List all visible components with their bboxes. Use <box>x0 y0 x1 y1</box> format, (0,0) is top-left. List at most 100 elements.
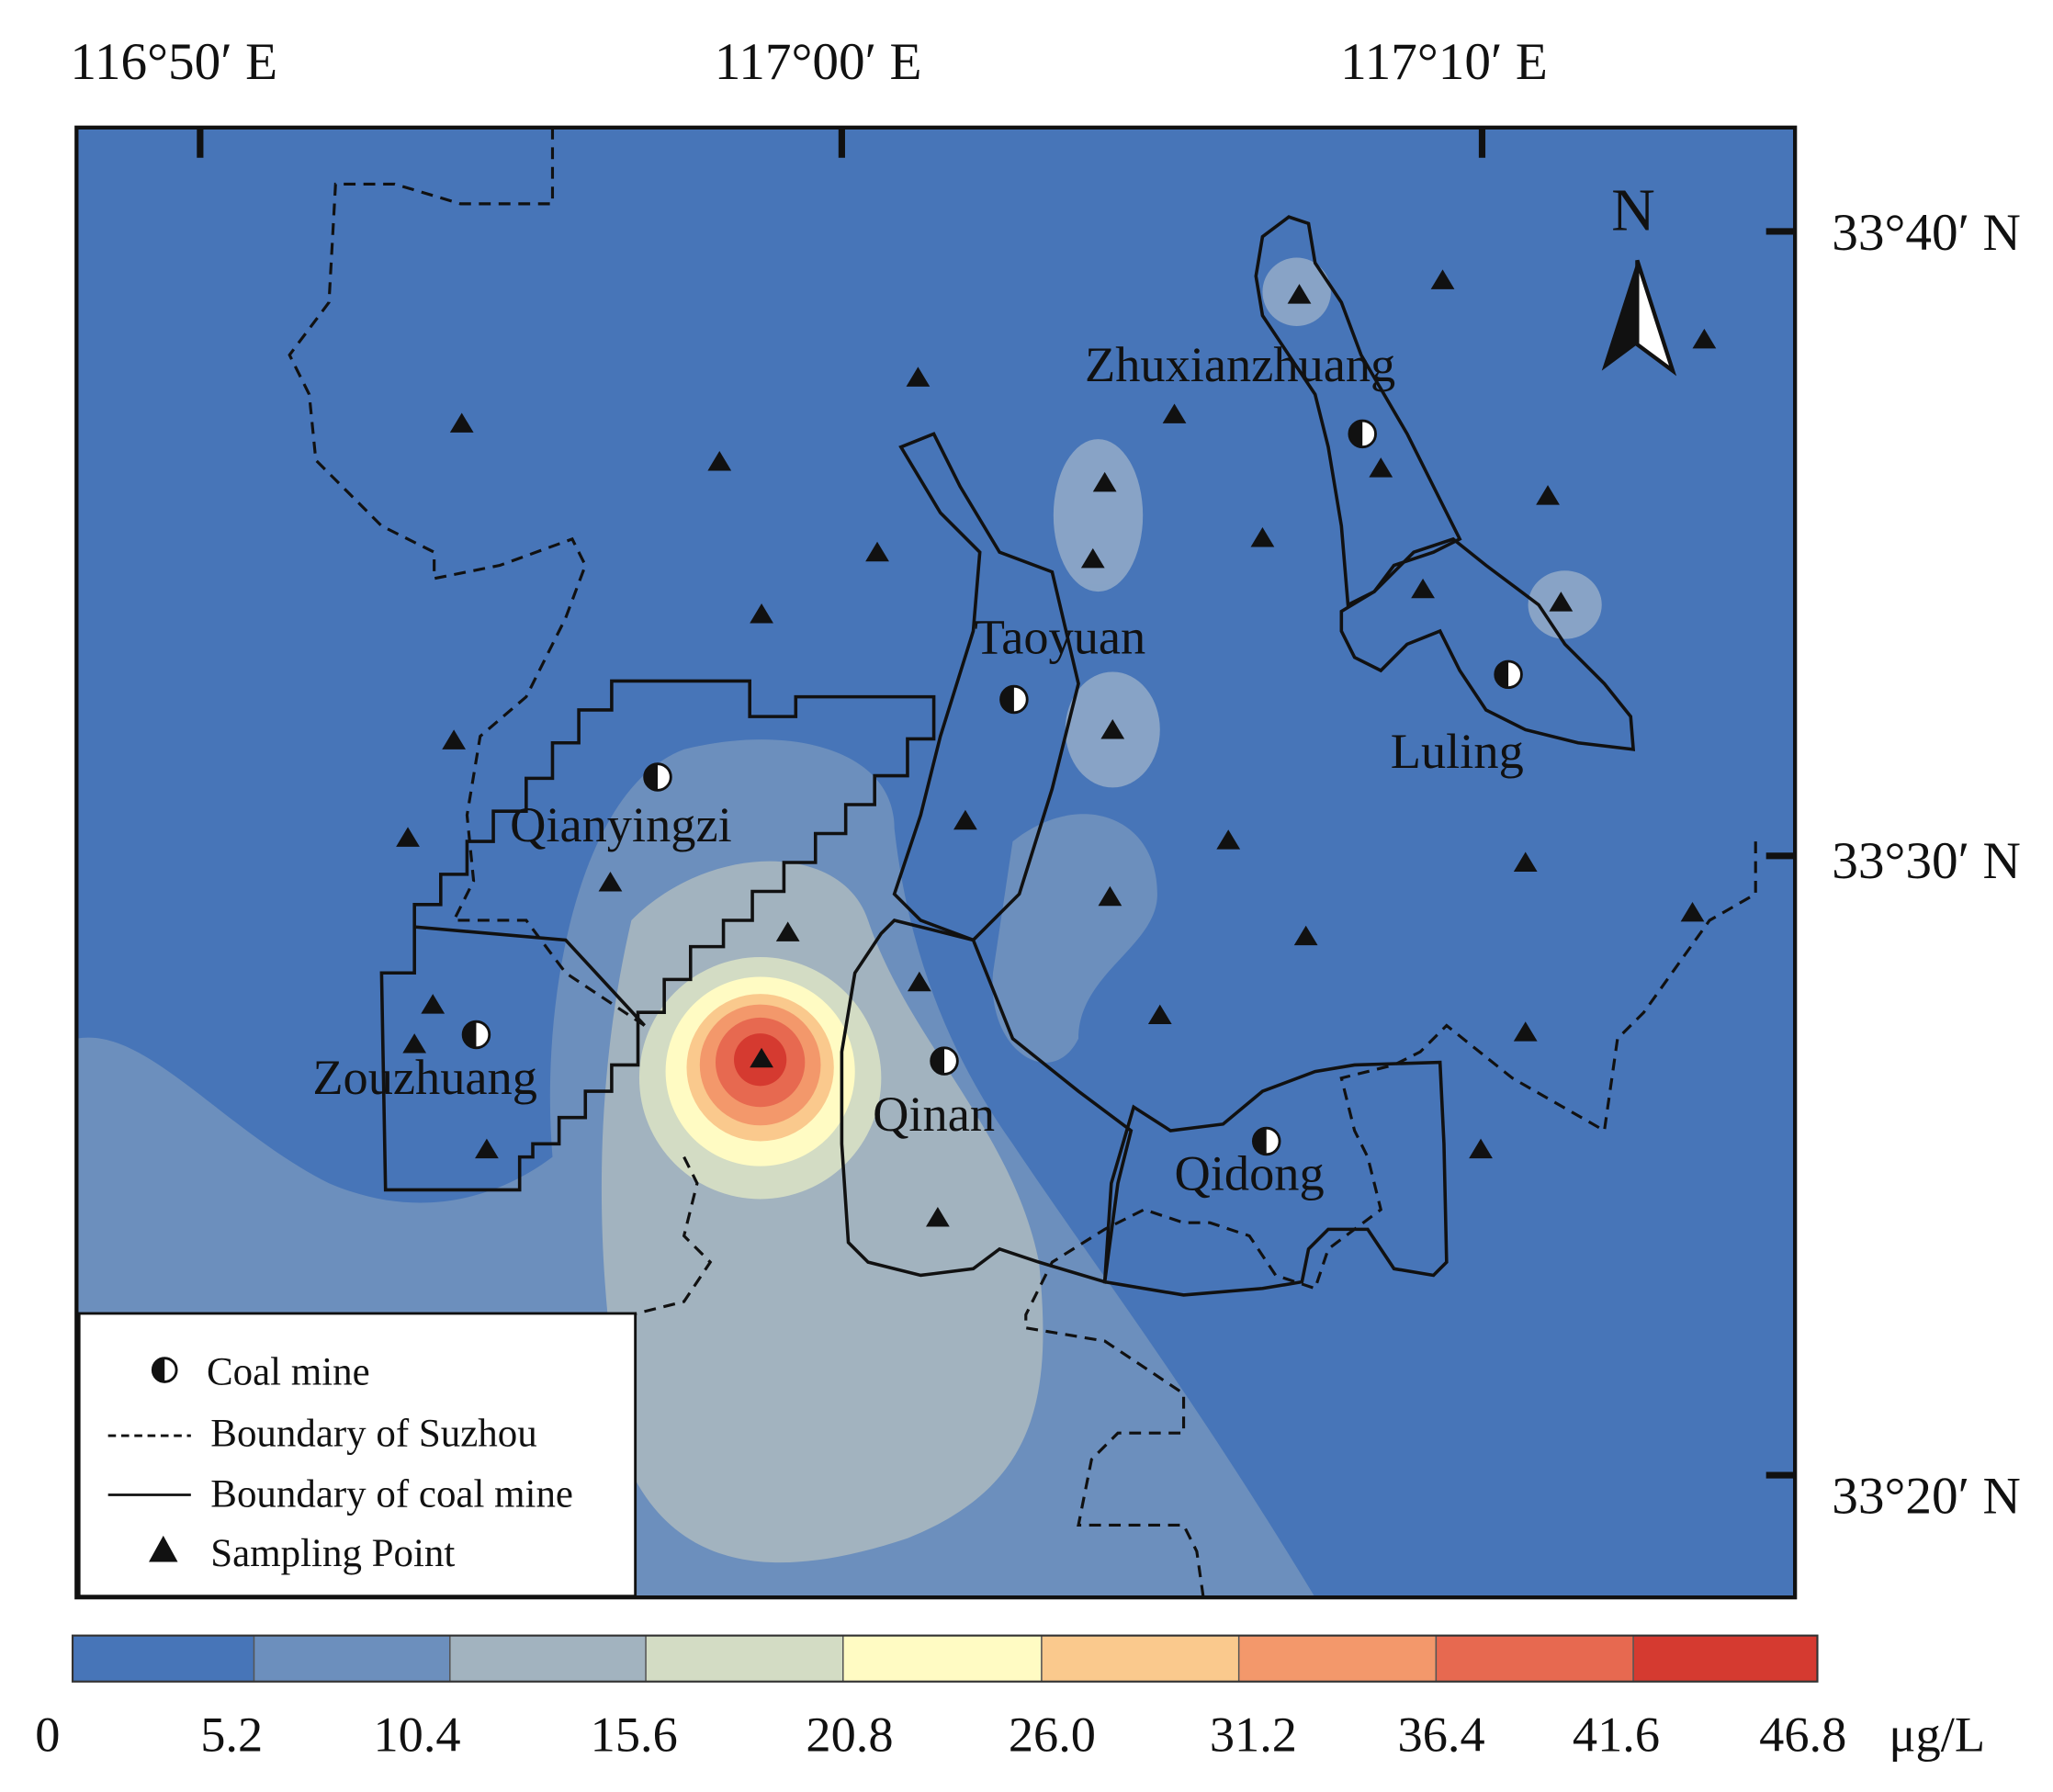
colorbar-unit: μg/L <box>1889 1707 1985 1763</box>
colorbar-segment <box>72 1634 255 1683</box>
sampling-point <box>1469 1138 1493 1159</box>
sampling-point <box>1092 471 1117 492</box>
map-frame <box>74 125 1798 1600</box>
sampling-point <box>1430 269 1455 289</box>
colorbar-tick-2: 10.4 <box>373 1707 460 1763</box>
lon-label-3: 117°10′ E <box>1340 33 1548 91</box>
sampling-point <box>1100 718 1125 739</box>
legend: Coal mine Boundary of Suzhou Boundary of… <box>77 1312 637 1598</box>
sampling-point <box>1536 485 1560 505</box>
mine-boundaries <box>379 215 1636 1297</box>
colorbar-tick-9: 46.8 <box>1759 1707 1846 1763</box>
colorbar-segment <box>253 1634 451 1683</box>
boundary-luling <box>1339 536 1636 751</box>
sampling-point <box>1680 901 1705 922</box>
sampling-points <box>396 269 1717 1227</box>
colorbar-ticks: 0 5.2 10.4 15.6 20.8 26.0 31.2 36.4 41.6… <box>35 1707 1846 1763</box>
sampling-point <box>1369 457 1393 478</box>
sampling-point <box>396 827 420 847</box>
sampling-point <box>475 1138 499 1159</box>
coal-mine-qianyingzi <box>643 762 672 792</box>
sampling-point <box>1162 403 1187 423</box>
label-zhuxianzhuang: Zhuxianzhuang <box>1085 337 1395 392</box>
sampling-point <box>449 412 474 433</box>
label-luling: Luling <box>1391 724 1524 779</box>
colorbar-segment <box>1435 1634 1634 1683</box>
sampling-point <box>750 603 773 624</box>
sampling-point <box>1549 592 1574 612</box>
lat-label-1: 33°40′ N <box>1832 204 2021 262</box>
colorbar-tick-3: 15.6 <box>591 1707 678 1763</box>
colorbar-segment <box>1237 1634 1438 1683</box>
coal-mines <box>461 419 1523 1156</box>
colorbar-outline <box>71 1634 1819 1683</box>
sampling-point <box>775 921 800 941</box>
coal-mine-qinan <box>930 1046 959 1076</box>
colorbar-tick-8: 41.6 <box>1573 1707 1660 1763</box>
sampling-point <box>1293 925 1318 946</box>
colorbar-segment <box>1041 1634 1240 1683</box>
sampling-point <box>1098 885 1122 907</box>
boundary-zhuxianzhuang <box>1254 215 1462 608</box>
sampling-point <box>1513 851 1538 873</box>
colorbar-tick-1: 5.2 <box>200 1707 263 1763</box>
colorbar-tick-4: 20.8 <box>806 1707 893 1763</box>
label-qianyingzi: Qianyingzi <box>510 797 732 852</box>
graticule-ticks <box>197 127 1796 1479</box>
label-qinan: Qinan <box>873 1087 995 1142</box>
class-band-5-10-east <box>992 814 1157 1063</box>
boundary-qianyingzi <box>379 679 936 1192</box>
half-filled-circle-icon <box>151 1357 178 1383</box>
filled-triangle-icon <box>149 1535 178 1562</box>
sampling-point <box>598 872 623 892</box>
coal-mine-zhuxianzhuang <box>1348 419 1377 449</box>
north-arrow-icon: N <box>1601 176 1677 377</box>
legend-mine-boundary: Boundary of coal mine <box>210 1472 573 1516</box>
colorbar: 0 5.2 10.4 15.6 20.8 26.0 31.2 36.4 41.6… <box>35 1634 1985 1763</box>
sampling-point <box>1287 284 1312 304</box>
coal-mine-luling <box>1494 659 1523 690</box>
sampling-point <box>1147 1004 1172 1025</box>
place-labels: Zhuxianzhuang Taoyuan Luling Qianyingzi … <box>312 337 1523 1200</box>
colorbar-segment <box>842 1634 1043 1683</box>
label-qidong: Qidong <box>1175 1145 1325 1200</box>
sampling-point <box>402 1033 427 1054</box>
sampling-point <box>953 809 977 830</box>
boundary-zouzhuang-split <box>414 925 646 1027</box>
colorbar-segment <box>645 1634 844 1683</box>
legend-suzhou-boundary: Boundary of Suzhou <box>210 1413 536 1456</box>
sampling-point <box>1513 1021 1538 1042</box>
sampling-point <box>707 450 732 471</box>
colorbar-tick-7: 36.4 <box>1398 1707 1485 1763</box>
sampling-point <box>1250 526 1275 547</box>
coal-mine-zouzhuang <box>461 1020 491 1050</box>
lat-label-3: 33°20′ N <box>1832 1468 2021 1526</box>
legend-coal-mine: Coal mine <box>207 1350 370 1393</box>
sampling-point <box>1216 829 1241 850</box>
sampling-point <box>907 971 931 992</box>
boundary-qinan <box>840 918 1134 1284</box>
lon-label-1: 116°50′ E <box>70 33 277 91</box>
north-arrow-label: N <box>1611 176 1655 243</box>
sampling-point <box>1692 328 1717 349</box>
sampling-point <box>442 729 467 749</box>
boundary-qidong <box>1102 1060 1449 1297</box>
label-taoyuan: Taoyuan <box>975 609 1145 664</box>
sampling-point <box>421 994 446 1014</box>
lat-label-2: 33°30′ N <box>1832 832 2021 890</box>
sampling-point <box>906 366 931 387</box>
colorbar-segment <box>1632 1634 1819 1683</box>
sampling-point <box>925 1207 950 1227</box>
colorbar-segment <box>449 1634 647 1683</box>
sampling-point <box>865 541 889 562</box>
label-zouzhuang: Zouzhuang <box>312 1050 537 1105</box>
coal-mine-qidong <box>1251 1126 1281 1156</box>
graticule-labels: 116°50′ E 117°00′ E 117°10′ E 33°40′ N 3… <box>70 33 2020 1526</box>
coal-mine-taoyuan <box>999 684 1029 715</box>
colorbar-tick-5: 26.0 <box>1009 1707 1096 1763</box>
colorbar-tick-0: 0 <box>35 1707 60 1763</box>
sampling-point <box>1411 578 1435 599</box>
sampling-point <box>750 1047 773 1068</box>
colorbar-tick-6: 31.2 <box>1210 1707 1297 1763</box>
